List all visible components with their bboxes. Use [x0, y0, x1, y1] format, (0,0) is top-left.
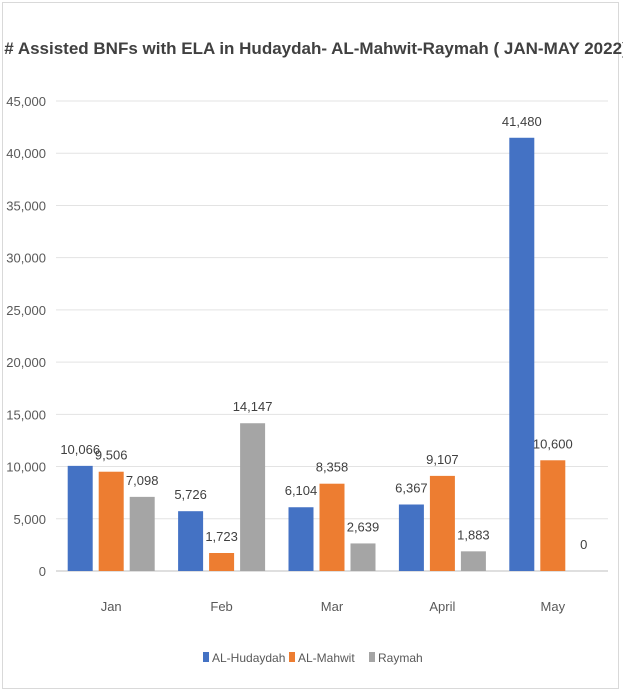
legend-swatch	[369, 652, 375, 662]
x-tick-label: May	[541, 599, 566, 614]
data-label: 14,147	[233, 399, 273, 414]
legend-swatch	[203, 652, 209, 662]
x-tick-label: April	[429, 599, 455, 614]
bar-al-mahwit-may	[540, 460, 566, 571]
data-label: 6,104	[285, 483, 318, 498]
legend: AL-Hudaydah AL-Mahwit Raymah	[203, 651, 423, 665]
bar-al-hudaydah-april	[398, 504, 424, 571]
bar-al-mahwit-feb	[209, 553, 235, 571]
y-tick-label: 45,000	[6, 94, 46, 109]
chart-title: # Assisted BNFs with ELA in Hudaydah- AL…	[4, 39, 623, 58]
y-tick-label: 20,000	[6, 355, 46, 370]
bar-raymah-mar	[350, 543, 376, 571]
data-label: 8,358	[316, 460, 349, 475]
data-label: 2,639	[347, 519, 380, 534]
bar-raymah-feb	[240, 423, 266, 571]
bar-raymah-jan	[129, 496, 155, 571]
y-tick-label: 40,000	[6, 146, 46, 161]
legend-label: AL-Hudaydah	[212, 651, 285, 665]
data-label: 9,506	[95, 448, 128, 463]
y-tick-label: 10,000	[6, 460, 46, 475]
bar-al-hudaydah-mar	[288, 507, 314, 571]
bar-al-hudaydah-may	[509, 137, 535, 571]
y-tick-label: 35,000	[6, 198, 46, 213]
bars	[67, 137, 566, 571]
y-tick-label: 5,000	[13, 512, 46, 527]
bar-al-hudaydah-feb	[178, 511, 204, 571]
x-tick-label: Feb	[210, 599, 232, 614]
x-tick-label: Mar	[321, 599, 344, 614]
bar-al-mahwit-jan	[98, 471, 124, 571]
legend-swatch	[289, 652, 295, 662]
data-label: 0	[580, 537, 587, 552]
bar-al-mahwit-april	[429, 475, 455, 571]
legend-label: Raymah	[378, 651, 423, 665]
y-tick-label: 15,000	[6, 407, 46, 422]
legend-label: AL-Mahwit	[298, 651, 355, 665]
y-tick-label: 25,000	[6, 303, 46, 318]
data-label: 7,098	[126, 473, 159, 488]
data-label: 41,480	[502, 114, 542, 129]
x-tick-label: Jan	[101, 599, 122, 614]
data-label: 10,066	[60, 442, 100, 457]
y-axis-ticks: 0 5,000 10,000 15,000 20,000 25,000 30,000 35,0…	[6, 94, 46, 579]
data-label: 9,107	[426, 452, 459, 467]
bar-al-hudaydah-jan	[67, 465, 93, 571]
data-label: 6,367	[395, 481, 428, 496]
bar-al-mahwit-mar	[319, 483, 345, 571]
data-label: 5,726	[174, 487, 207, 502]
data-label: 1,883	[457, 527, 490, 542]
data-label: 10,600	[533, 436, 573, 451]
y-tick-label: 0	[39, 564, 46, 579]
y-tick-label: 30,000	[6, 251, 46, 266]
bar-raymah-april	[460, 551, 486, 571]
data-label: 1,723	[205, 529, 238, 544]
x-axis-ticks: Jan Feb Mar April May	[101, 599, 566, 614]
